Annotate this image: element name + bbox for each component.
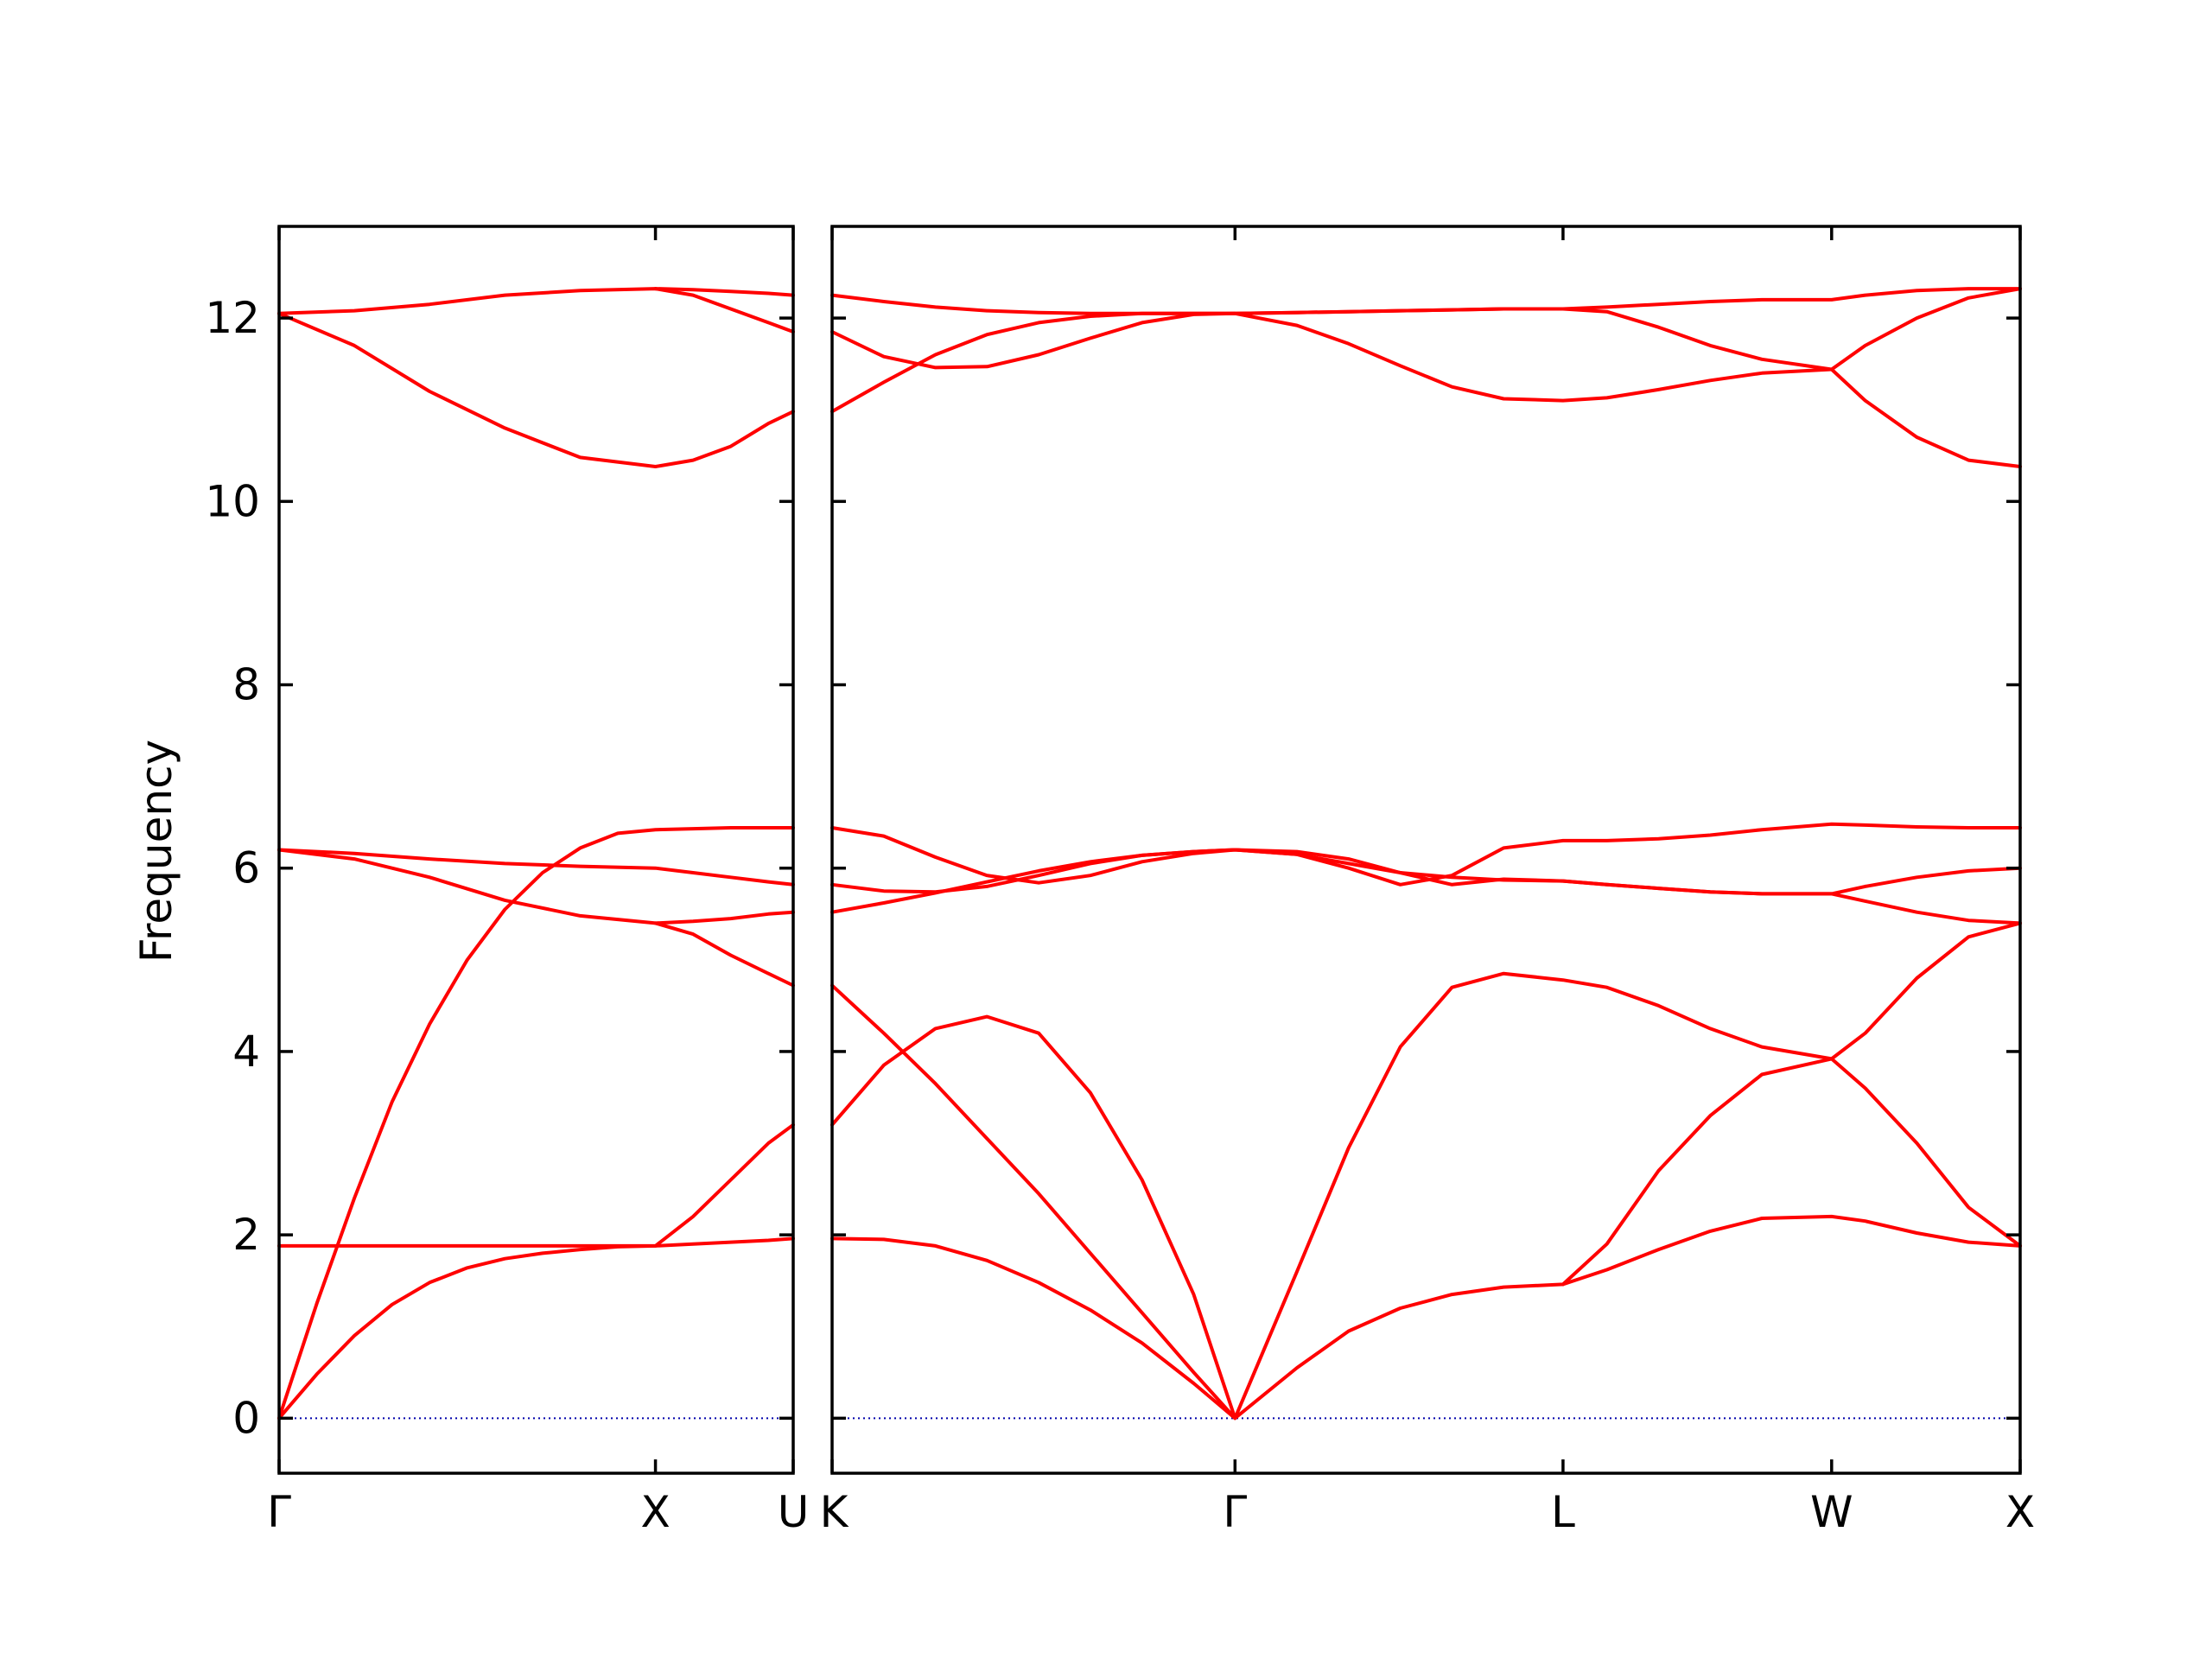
band-line-left-5 <box>277 848 795 887</box>
band-line-right-3 <box>830 983 1237 1421</box>
band-line-left-2 <box>277 826 795 1421</box>
panel-frame <box>277 225 795 1475</box>
y-tick-label: 6 <box>232 843 260 893</box>
band-line-left-6 <box>653 910 795 925</box>
band-line-right-6 <box>830 848 2022 896</box>
band-line-right-4 <box>1560 921 2022 1287</box>
x-tick-label: X <box>2005 1487 2035 1537</box>
y-tick-label: 8 <box>232 660 260 710</box>
y-tick-label: 12 <box>205 293 260 343</box>
x-tick-label: K <box>820 1487 849 1537</box>
band-line-right-7 <box>830 822 2022 887</box>
band-line-right-9 <box>830 287 2022 403</box>
chart-panels: 0 2 4 6 8 10 12 Γ X U K Γ L W X <box>205 225 2035 1537</box>
y-tick-label: 2 <box>232 1210 260 1260</box>
band-line-left-7 <box>277 311 795 468</box>
panel-left: 0 2 4 6 8 10 12 Γ X U <box>205 225 810 1537</box>
band-line-right-5 <box>830 848 2022 925</box>
band-line-right-2 <box>830 971 2022 1421</box>
x-tick-label: Γ <box>267 1487 291 1537</box>
panel-frame <box>830 225 2022 1475</box>
band-line-left-8 <box>277 287 795 315</box>
x-tick-label: X <box>640 1487 670 1537</box>
y-tick-label: 10 <box>205 476 260 526</box>
x-tick-label: Γ <box>1223 1487 1247 1537</box>
x-tick-label: U <box>778 1487 810 1537</box>
band-line-left-9 <box>653 287 795 334</box>
x-tick-label: L <box>1551 1487 1575 1537</box>
y-tick-label: 0 <box>232 1393 260 1443</box>
band-line-left-1 <box>277 1236 795 1421</box>
band-line-left-3 <box>277 1122 795 1248</box>
y-axis-label: Frequency <box>131 740 181 963</box>
x-tick-label: W <box>1810 1487 1853 1537</box>
band-line-right-10 <box>830 287 2022 315</box>
band-line-right-8 <box>830 307 2022 468</box>
y-tick-label: 4 <box>232 1027 260 1077</box>
band-line-left-4 <box>277 848 795 988</box>
band-line-right-1 <box>830 1214 2022 1421</box>
